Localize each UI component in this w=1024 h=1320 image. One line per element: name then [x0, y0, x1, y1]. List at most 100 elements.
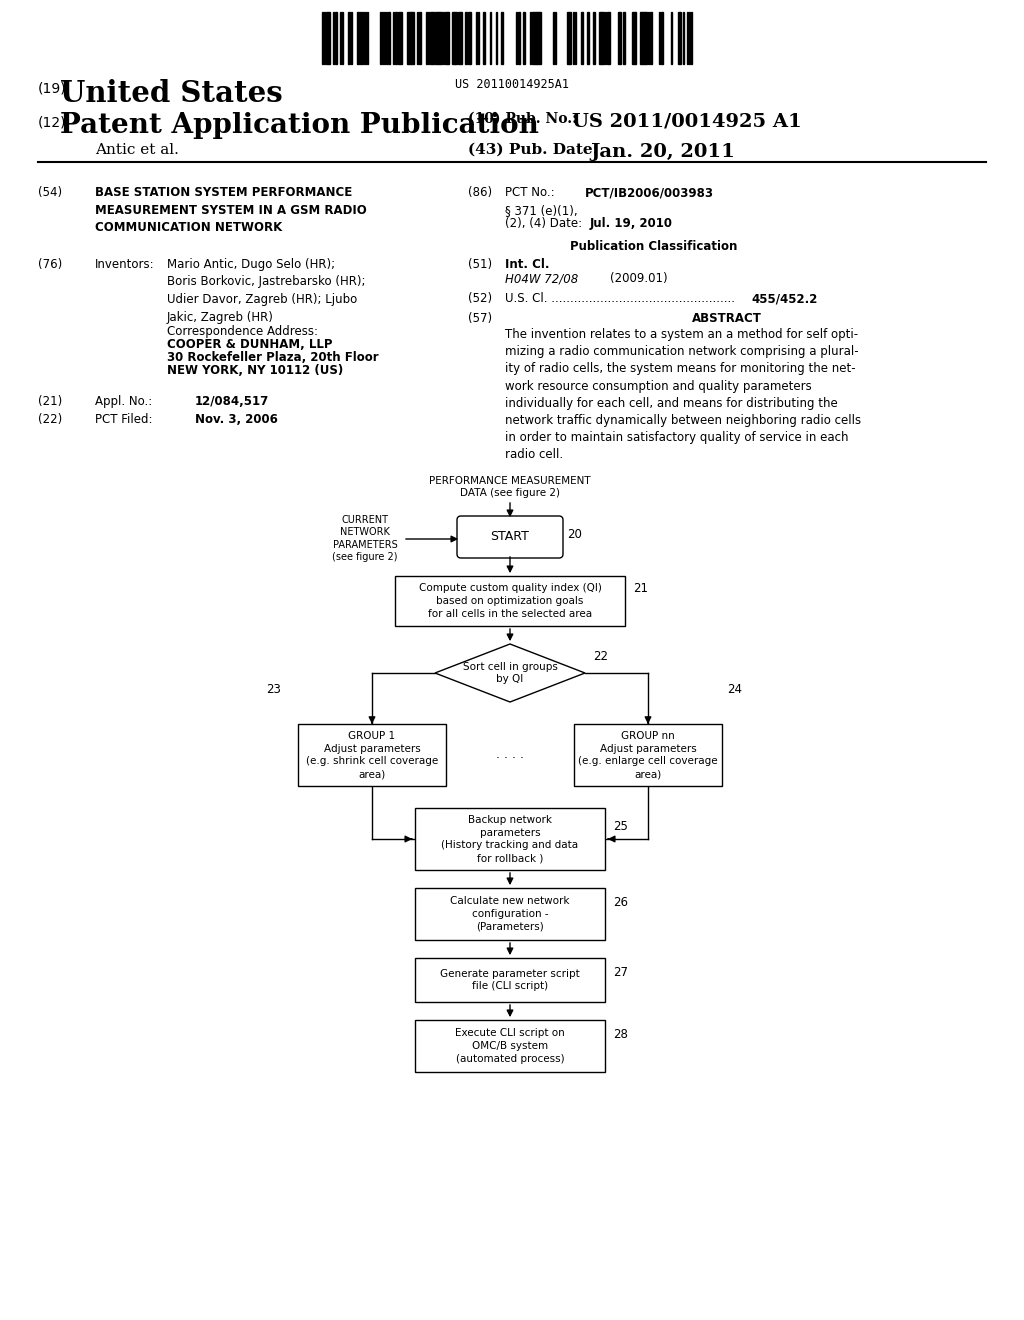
Text: Publication Classification: Publication Classification — [570, 240, 737, 253]
Text: (57): (57) — [468, 312, 493, 325]
Text: The invention relates to a system an a method for self opti-
mizing a radio comm: The invention relates to a system an a m… — [505, 327, 861, 462]
Bar — [536, 12, 539, 63]
Bar — [395, 576, 625, 626]
Bar — [607, 12, 610, 63]
Bar — [395, 12, 397, 63]
Bar — [357, 12, 359, 63]
Text: Int. Cl.: Int. Cl. — [505, 257, 550, 271]
Text: 25: 25 — [613, 820, 628, 833]
Bar — [430, 12, 433, 63]
Text: DATA (see figure 2): DATA (see figure 2) — [460, 488, 560, 498]
Text: 30 Rockefeller Plaza, 20th Floor: 30 Rockefeller Plaza, 20th Floor — [167, 351, 379, 364]
Text: GROUP nn
Adjust parameters
(e.g. enlarge cell coverage
area): GROUP nn Adjust parameters (e.g. enlarge… — [579, 731, 718, 779]
Bar — [360, 12, 362, 63]
Bar — [501, 12, 503, 63]
Text: Jan. 20, 2011: Jan. 20, 2011 — [590, 143, 735, 161]
Text: 20: 20 — [567, 528, 582, 541]
Text: PCT Filed:: PCT Filed: — [95, 413, 153, 426]
Text: Patent Application Publication: Patent Application Publication — [60, 112, 539, 139]
Text: Jul. 19, 2010: Jul. 19, 2010 — [590, 216, 673, 230]
Text: Nov. 3, 2006: Nov. 3, 2006 — [195, 413, 278, 426]
Bar — [348, 12, 350, 63]
Bar — [445, 12, 449, 63]
Bar — [662, 12, 663, 63]
Bar — [567, 12, 571, 63]
Text: US 2011/0014925 A1: US 2011/0014925 A1 — [572, 112, 802, 129]
Bar — [415, 1020, 605, 1072]
Text: (2009.01): (2009.01) — [610, 272, 668, 285]
Text: Appl. No.:: Appl. No.: — [95, 395, 153, 408]
Text: GROUP 1
Adjust parameters
(e.g. shrink cell coverage
area): GROUP 1 Adjust parameters (e.g. shrink c… — [306, 731, 438, 779]
Bar — [650, 12, 652, 63]
Text: (12): (12) — [38, 115, 67, 129]
Bar — [468, 12, 471, 63]
Text: 27: 27 — [613, 966, 628, 979]
Text: 26: 26 — [613, 896, 628, 909]
Text: § 371 (e)(1),: § 371 (e)(1), — [505, 205, 578, 216]
Text: (43) Pub. Date:: (43) Pub. Date: — [468, 143, 598, 157]
Bar — [455, 12, 457, 63]
Bar — [452, 12, 455, 63]
Bar — [326, 12, 330, 63]
Bar — [523, 12, 525, 63]
Bar — [411, 12, 414, 63]
Bar — [398, 12, 402, 63]
Bar — [438, 12, 441, 63]
Text: United States: United States — [60, 79, 283, 108]
Text: (21): (21) — [38, 395, 62, 408]
Text: Inventors:: Inventors: — [95, 257, 155, 271]
Bar — [574, 723, 722, 785]
Text: 12/084,517: 12/084,517 — [195, 395, 269, 408]
Bar — [407, 12, 411, 63]
Text: CURRENT
NETWORK
PARAMETERS
(see figure 2): CURRENT NETWORK PARAMETERS (see figure 2… — [332, 515, 397, 562]
Bar — [593, 12, 595, 63]
Bar — [632, 12, 635, 63]
Text: Mario Antic, Dugo Selo (HR);
Boris Borkovic, Jastrebarsko (HR);
Udier Davor, Zag: Mario Antic, Dugo Selo (HR); Boris Borko… — [167, 257, 366, 323]
Bar — [388, 12, 390, 63]
Text: COOPER & DUNHAM, LLP: COOPER & DUNHAM, LLP — [167, 338, 333, 351]
Text: (51): (51) — [468, 257, 493, 271]
Text: (86): (86) — [468, 186, 493, 199]
Bar — [458, 12, 461, 63]
Text: (76): (76) — [38, 257, 62, 271]
Polygon shape — [435, 644, 585, 702]
Text: 23: 23 — [266, 682, 281, 696]
Bar — [623, 12, 625, 63]
Bar — [415, 888, 605, 940]
Text: . . . .: . . . . — [496, 748, 524, 762]
Bar — [643, 12, 646, 63]
Text: START: START — [490, 531, 529, 544]
Text: U.S. Cl. .................................................: U.S. Cl. ...............................… — [505, 292, 735, 305]
Bar — [587, 12, 589, 63]
Bar — [483, 12, 485, 63]
Text: (2), (4) Date:: (2), (4) Date: — [505, 216, 582, 230]
Bar — [599, 12, 603, 63]
Bar — [678, 12, 681, 63]
Text: NEW YORK, NY 10112 (US): NEW YORK, NY 10112 (US) — [167, 364, 343, 378]
Bar — [532, 12, 536, 63]
Text: (19): (19) — [38, 82, 67, 96]
Text: (54): (54) — [38, 186, 62, 199]
Text: PCT No.:: PCT No.: — [505, 186, 555, 199]
Text: Antic et al.: Antic et al. — [95, 143, 179, 157]
Text: 22: 22 — [593, 649, 608, 663]
Text: Generate parameter script
file (CLI script): Generate parameter script file (CLI scri… — [440, 969, 580, 991]
Text: 21: 21 — [633, 582, 648, 595]
Bar — [415, 958, 605, 1002]
Text: (22): (22) — [38, 413, 62, 426]
Text: Backup network
parameters
(History tracking and data
for rollback ): Backup network parameters (History track… — [441, 814, 579, 863]
Bar — [640, 12, 643, 63]
Text: Execute CLI script on
OMC/B system
(automated process): Execute CLI script on OMC/B system (auto… — [455, 1028, 565, 1064]
Text: Compute custom quality index (QI)
based on optimization goals
for all cells in t: Compute custom quality index (QI) based … — [419, 583, 601, 619]
Bar — [419, 12, 421, 63]
Text: H04W 72/08: H04W 72/08 — [505, 272, 579, 285]
Text: 28: 28 — [613, 1028, 628, 1041]
Text: Sort cell in groups
by QI: Sort cell in groups by QI — [463, 661, 557, 684]
Text: (10) Pub. No.:: (10) Pub. No.: — [468, 112, 578, 125]
Text: PERFORMANCE MEASUREMENT: PERFORMANCE MEASUREMENT — [429, 477, 591, 486]
Text: 455/452.2: 455/452.2 — [751, 292, 817, 305]
Text: Calculate new network
configuration -
(Parameters): Calculate new network configuration - (P… — [451, 896, 569, 932]
Bar — [335, 12, 337, 63]
Text: BASE STATION SYSTEM PERFORMANCE
MEASUREMENT SYSTEM IN A GSM RADIO
COMMUNICATION : BASE STATION SYSTEM PERFORMANCE MEASUREM… — [95, 186, 367, 234]
Bar — [415, 808, 605, 870]
